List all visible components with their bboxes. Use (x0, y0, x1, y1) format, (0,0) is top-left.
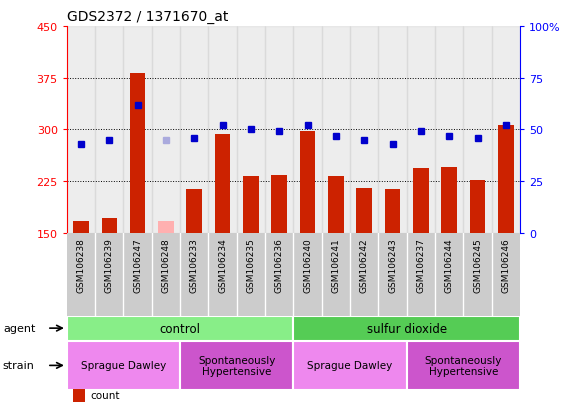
Text: agent: agent (3, 323, 35, 333)
Bar (407, 27, 435, 233)
Bar (265, 27, 293, 233)
Text: GSM106248: GSM106248 (162, 237, 170, 292)
Text: count: count (90, 390, 120, 400)
Text: GSM106235: GSM106235 (246, 237, 256, 292)
Text: strain: strain (3, 361, 35, 370)
Bar (271, 176, 287, 233)
Bar (265, 233, 293, 316)
Text: GSM106247: GSM106247 (133, 237, 142, 292)
Text: GSM106242: GSM106242 (360, 237, 369, 292)
Bar (67, 341, 180, 390)
Bar (407, 341, 520, 390)
Text: GDS2372 / 1371670_at: GDS2372 / 1371670_at (67, 10, 228, 24)
Text: GSM106236: GSM106236 (275, 237, 284, 292)
Bar (350, 233, 378, 316)
Bar (73, 222, 89, 233)
Bar (67, 27, 95, 233)
Bar (67, 233, 95, 316)
Bar (243, 177, 259, 233)
Bar (378, 27, 407, 233)
Bar (322, 27, 350, 233)
Bar (67, 316, 293, 341)
Bar (102, 218, 117, 233)
Text: GSM106237: GSM106237 (417, 237, 425, 292)
Bar (300, 132, 315, 233)
Text: GSM106245: GSM106245 (473, 237, 482, 292)
Text: Sprague Dawley: Sprague Dawley (81, 361, 166, 370)
Bar (95, 27, 123, 233)
Bar (293, 233, 322, 316)
Text: GSM106244: GSM106244 (444, 237, 454, 292)
Bar (435, 27, 464, 233)
Bar (350, 27, 378, 233)
Bar (180, 233, 209, 316)
Bar (209, 233, 237, 316)
Text: sulfur dioxide: sulfur dioxide (367, 322, 447, 335)
Bar (464, 233, 492, 316)
Bar (237, 233, 265, 316)
Bar (442, 167, 457, 233)
Bar (293, 27, 322, 233)
Text: GSM106240: GSM106240 (303, 237, 312, 292)
Bar (378, 233, 407, 316)
Bar (328, 177, 344, 233)
Bar (356, 189, 372, 233)
Bar (209, 27, 237, 233)
Bar (180, 27, 209, 233)
Bar (293, 316, 520, 341)
Bar (123, 27, 152, 233)
Bar (322, 233, 350, 316)
Text: Spontaneously
Hypertensive: Spontaneously Hypertensive (198, 355, 275, 376)
Text: Spontaneously
Hypertensive: Spontaneously Hypertensive (425, 355, 502, 376)
Bar (385, 190, 400, 233)
Bar (435, 233, 464, 316)
Bar (95, 233, 123, 316)
Text: Sprague Dawley: Sprague Dawley (307, 361, 393, 370)
Bar (215, 135, 231, 233)
Bar (237, 27, 265, 233)
Bar (123, 233, 152, 316)
Bar (407, 233, 435, 316)
Bar (130, 74, 145, 233)
Text: GSM106246: GSM106246 (501, 237, 510, 292)
Bar (180, 341, 293, 390)
Text: GSM106239: GSM106239 (105, 237, 114, 292)
Bar (152, 233, 180, 316)
Bar (187, 190, 202, 233)
Bar (492, 27, 520, 233)
Bar (492, 233, 520, 316)
Text: control: control (160, 322, 200, 335)
Bar (413, 169, 429, 233)
Text: GSM106234: GSM106234 (218, 237, 227, 292)
Bar (464, 27, 492, 233)
Text: GSM106241: GSM106241 (331, 237, 340, 292)
Bar (498, 125, 514, 233)
Bar (158, 222, 174, 233)
Text: GSM106243: GSM106243 (388, 237, 397, 292)
Bar (293, 341, 407, 390)
Text: GSM106233: GSM106233 (190, 237, 199, 292)
Bar (469, 181, 485, 233)
Bar (152, 27, 180, 233)
Text: GSM106238: GSM106238 (77, 237, 85, 292)
